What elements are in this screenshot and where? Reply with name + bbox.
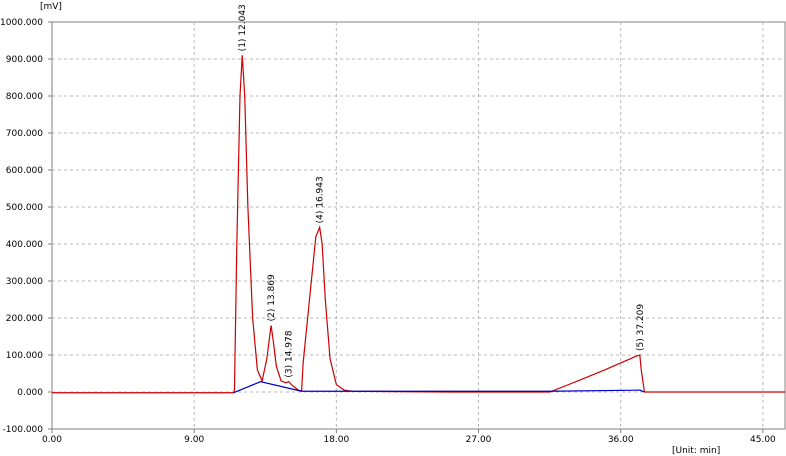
x-tick-label: 9.00	[184, 435, 204, 445]
y-tick-label: 800.000	[6, 92, 43, 102]
y-tick-label: -100.000	[3, 425, 44, 435]
chromatogram-line	[233, 381, 645, 394]
x-tick-label: 45.00	[750, 435, 776, 445]
y-tick-label: 400.000	[6, 240, 43, 250]
y-tick-label: 1000.000	[0, 18, 43, 28]
x-tick-label: 18.00	[323, 435, 349, 445]
peak-label: (1) 12.043	[238, 4, 248, 51]
y-tick-label: 300.000	[6, 277, 43, 287]
peak-label: (3) 14.978	[285, 330, 295, 377]
peak-label: (2) 13.869	[267, 274, 277, 321]
y-tick-label: 900.000	[6, 55, 43, 65]
x-tick-label: 36.00	[608, 435, 634, 445]
peak-label: (4) 16.943	[316, 176, 326, 223]
x-axis-label: [Unit: min]	[672, 446, 720, 456]
y-axis-label: [mV]	[40, 2, 62, 12]
y-tick-label: 600.000	[6, 166, 43, 176]
y-tick-label: 500.000	[6, 203, 43, 213]
y-tick-label: 700.000	[6, 129, 43, 139]
plot-frame	[51, 21, 786, 430]
y-tick-label: 100.000	[6, 351, 43, 361]
y-tick-label: 0.000	[17, 388, 43, 398]
y-tick-label: 200.000	[6, 314, 43, 324]
x-tick-label: 27.00	[466, 435, 492, 445]
peak-label: (5) 37.209	[636, 304, 646, 351]
x-tick-label: 0.00	[42, 435, 62, 445]
